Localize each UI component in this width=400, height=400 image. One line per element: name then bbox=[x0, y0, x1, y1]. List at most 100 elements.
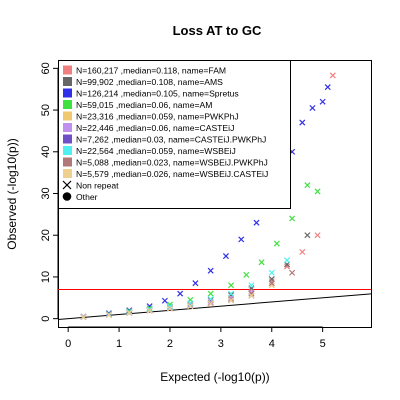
y-tick-label: 40 bbox=[40, 146, 52, 158]
point-stroke bbox=[268, 282, 275, 289]
point-stroke bbox=[314, 232, 321, 239]
data-point bbox=[309, 104, 316, 112]
data-point bbox=[289, 269, 296, 276]
legend-swatch bbox=[63, 146, 72, 155]
legend-swatch bbox=[63, 77, 72, 86]
data-point bbox=[314, 232, 321, 239]
point-stroke bbox=[319, 98, 326, 105]
data-point bbox=[273, 240, 280, 247]
point-stroke bbox=[146, 307, 153, 314]
data-point bbox=[166, 305, 173, 312]
legend-label: N=126,214 ,median=0.105, name=Spretus bbox=[76, 88, 239, 98]
legend-label: N=22,446 ,median=0.06, name=CASTEiJ bbox=[76, 123, 234, 133]
legend-swatch bbox=[63, 65, 72, 75]
legend-swatch bbox=[63, 134, 72, 144]
data-point bbox=[207, 300, 214, 307]
x-marker-icon bbox=[62, 180, 72, 190]
data-point bbox=[222, 253, 229, 260]
point-stroke bbox=[207, 267, 214, 274]
legend-entries: N=160,217 ,median=0.118, name=FAM N=99,90… bbox=[62, 65, 268, 202]
data-point bbox=[161, 297, 168, 304]
data-point bbox=[248, 282, 255, 289]
legend: N=160,217 ,median=0.118, name=FAM N=99,90… bbox=[58, 60, 291, 209]
legend-label: N=160,217 ,median=0.118, name=FAM bbox=[76, 65, 226, 75]
data-point bbox=[126, 309, 133, 316]
x-tick-label: 4 bbox=[269, 338, 275, 350]
point-stroke bbox=[105, 311, 112, 318]
data-point bbox=[304, 232, 311, 239]
data-point bbox=[248, 290, 255, 297]
data-point bbox=[228, 297, 235, 304]
data-point bbox=[329, 72, 336, 79]
data-point bbox=[192, 280, 199, 287]
legend-label: N=99,902 ,median=0.108, name=AMS bbox=[76, 77, 223, 87]
data-point bbox=[289, 215, 296, 222]
x-tick-label: 3 bbox=[218, 338, 224, 350]
data-point bbox=[146, 306, 153, 313]
point-stroke bbox=[146, 305, 153, 312]
y-tick-label: 10 bbox=[40, 271, 52, 283]
y-axis-label: Observed (-log10(p)) bbox=[5, 138, 19, 249]
x-tick-label: 2 bbox=[167, 338, 173, 350]
point-stroke bbox=[253, 219, 260, 226]
data-point bbox=[304, 182, 311, 189]
y-tick-label: 20 bbox=[40, 229, 52, 241]
data-point bbox=[207, 290, 214, 297]
legend-label: N=59,015 ,median=0.06, name=AM bbox=[76, 100, 212, 110]
legend-label: N=22,564 ,median=0.059, name=WSBEiJ bbox=[76, 146, 236, 156]
point-stroke bbox=[126, 309, 133, 316]
data-point bbox=[187, 303, 194, 310]
data-point bbox=[177, 290, 184, 297]
x-tick-label: 1 bbox=[116, 338, 122, 350]
legend-label: Other bbox=[76, 192, 98, 202]
legend-swatch bbox=[63, 100, 72, 109]
point-stroke bbox=[146, 306, 153, 313]
legend-swatch bbox=[63, 157, 72, 167]
data-point bbox=[207, 267, 214, 274]
y-tick-label: 50 bbox=[40, 104, 52, 116]
data-point bbox=[284, 263, 291, 270]
point-stroke bbox=[268, 280, 275, 287]
point-stroke bbox=[192, 280, 199, 287]
point-stroke bbox=[284, 257, 291, 264]
data-point bbox=[253, 219, 260, 226]
legend-box bbox=[58, 60, 291, 209]
y-tick-label: 0 bbox=[40, 316, 52, 322]
legend-label: N=5,579 ,median=0.026, name=WSBEiJ.CASTE… bbox=[76, 169, 268, 179]
point-stroke bbox=[299, 248, 306, 255]
point-stroke bbox=[248, 290, 255, 297]
data-point bbox=[228, 290, 235, 297]
point-stroke bbox=[80, 313, 87, 321]
point-stroke bbox=[268, 269, 275, 276]
point-stroke bbox=[324, 84, 331, 91]
point-stroke bbox=[166, 303, 173, 310]
data-point bbox=[299, 119, 306, 126]
point-stroke bbox=[243, 271, 250, 278]
data-point bbox=[146, 307, 153, 314]
data-point bbox=[238, 236, 245, 243]
point-stroke bbox=[238, 236, 245, 243]
x-axis-label: Expected (-log10(p)) bbox=[160, 370, 269, 384]
legend-swatch bbox=[63, 88, 72, 98]
data-points bbox=[80, 72, 336, 321]
identity-line bbox=[57, 293, 372, 320]
point-stroke bbox=[284, 263, 291, 270]
point-stroke bbox=[228, 282, 235, 289]
point-stroke bbox=[304, 232, 311, 239]
data-point bbox=[314, 188, 321, 195]
legend-swatch bbox=[63, 169, 72, 178]
data-point bbox=[146, 305, 153, 312]
legend-swatch bbox=[63, 123, 72, 132]
data-point bbox=[258, 259, 265, 266]
data-point bbox=[105, 311, 112, 318]
marker-stroke bbox=[62, 180, 72, 190]
data-point bbox=[324, 84, 331, 91]
point-stroke bbox=[258, 259, 265, 266]
data-point bbox=[284, 257, 291, 264]
point-stroke bbox=[314, 188, 321, 195]
data-point bbox=[80, 313, 87, 321]
data-point bbox=[243, 271, 250, 278]
chart-title: Loss AT to GC bbox=[173, 23, 262, 38]
